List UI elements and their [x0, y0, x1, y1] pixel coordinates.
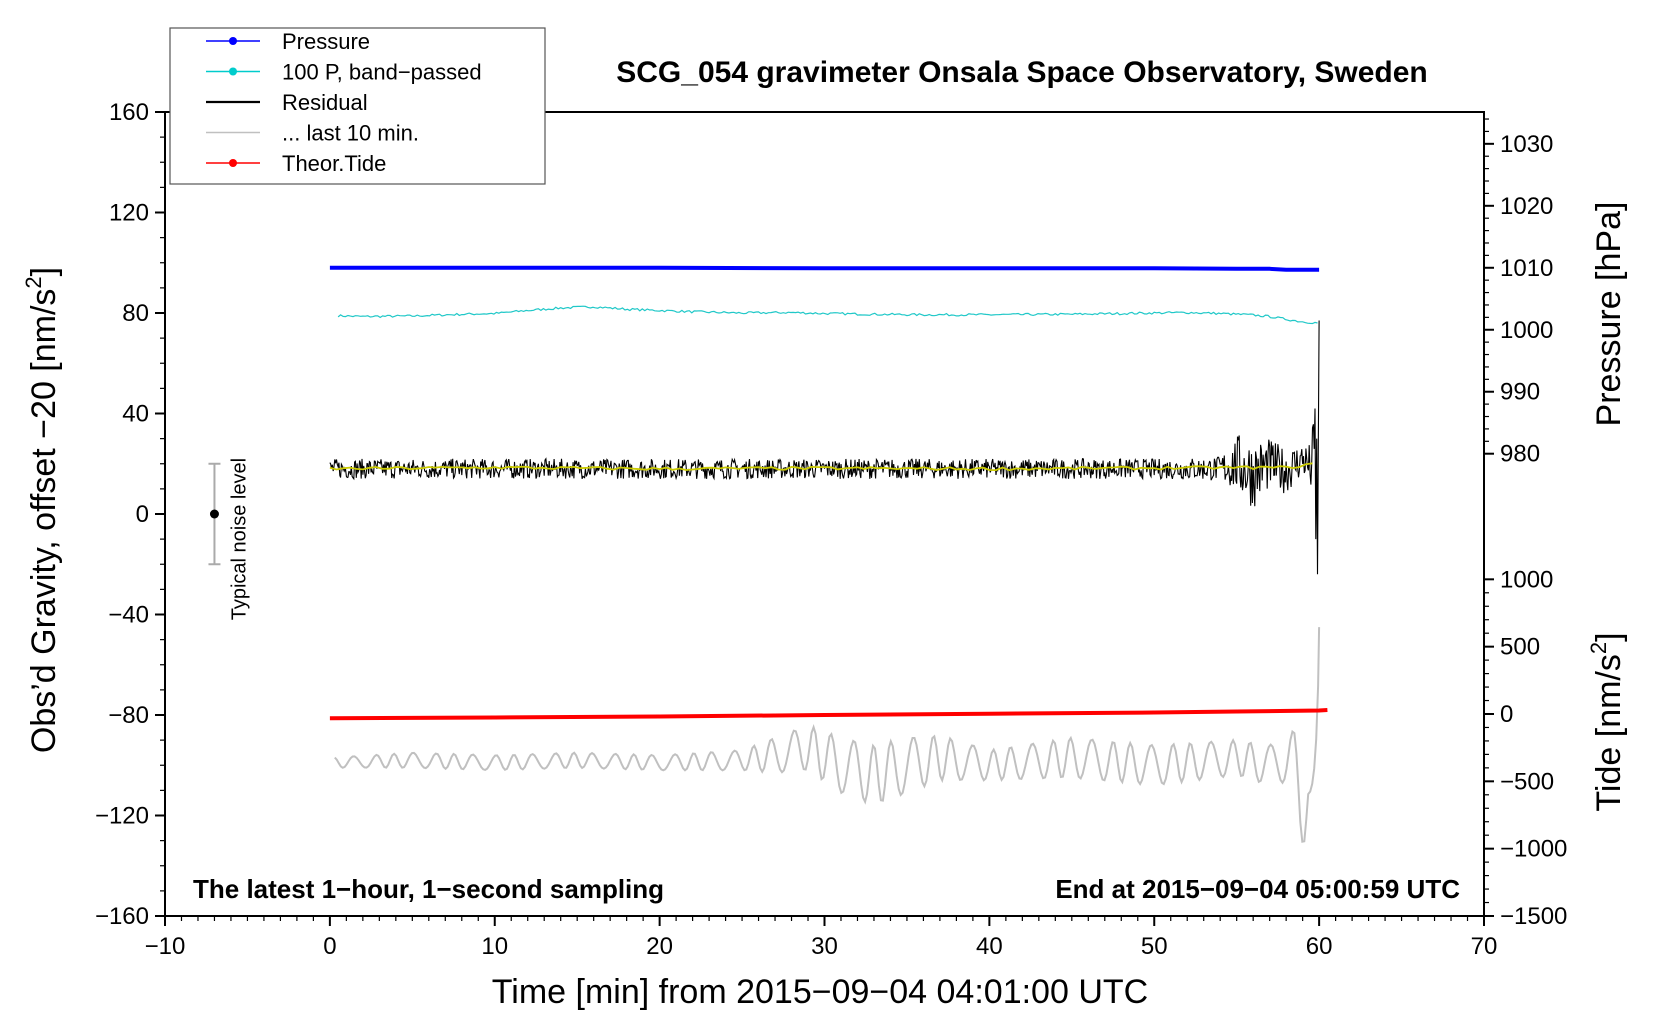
y-tick-label: 80 [122, 300, 149, 327]
tide-tick-label: 1000 [1500, 566, 1553, 593]
noise-indicator: Typical noise level [208, 458, 250, 620]
note-bottom-right: End at 2015−09−04 05:00:59 UTC [1055, 874, 1460, 904]
y-tick-label: 40 [122, 401, 149, 428]
y-tick-label: 160 [109, 99, 149, 126]
legend-label: 100 P, band−passed [282, 60, 482, 85]
tide-axis-title: Tide [nm/s2] [1586, 632, 1628, 811]
pressure-tick-label: 1020 [1500, 193, 1553, 220]
pressure-tick-label: 980 [1500, 441, 1540, 468]
pressure-axis-title: Pressure [hPa] [1590, 202, 1628, 427]
x-axis-title: Time [min] from 2015−09−04 04:01:00 UTC [492, 973, 1148, 1011]
y-axis-tide: 1000 500 0 −500 −1000 −1500 [1484, 566, 1567, 930]
legend-label: Theor.Tide [282, 151, 386, 176]
tide-tick-label: −500 [1500, 768, 1554, 795]
x-tick-label: 40 [976, 933, 1003, 960]
legend-marker [229, 37, 237, 45]
y-tick-label: 120 [109, 200, 149, 227]
tide-tick-label: −1000 [1500, 836, 1567, 863]
x-tick-label: 60 [1306, 933, 1333, 960]
x-tick-label: 50 [1141, 933, 1168, 960]
series-layer [329, 265, 1328, 843]
pressure-tick-label: 1010 [1500, 255, 1553, 282]
tide-tick-label: 0 [1500, 701, 1513, 728]
y-tick-label: 0 [136, 501, 149, 528]
y-axis-pressure: 1030 1020 1010 1000 990 980 [1484, 118, 1553, 468]
legend: Pressure 100 P, band−passed Residual ... la… [169, 27, 546, 185]
pressure-tick-label: 1000 [1500, 317, 1553, 344]
chart-title: SCG_054 gravimeter Onsala Space Observat… [616, 56, 1428, 89]
series-theor-tide-line [329, 708, 1328, 721]
legend-label: Pressure [282, 29, 370, 54]
series-last-10-min-line [334, 627, 1321, 843]
noise-center-dot [209, 509, 219, 519]
x-tick-label: 0 [323, 933, 336, 960]
tide-tick-label: −1500 [1500, 903, 1567, 930]
y-axis-gravity: 160 120 80 40 0 −40 −80 −120 −160 [95, 99, 165, 930]
noise-label: Typical noise level [228, 458, 250, 620]
x-tick-label: 20 [646, 933, 673, 960]
legend-label: Residual [282, 90, 368, 115]
series-band-passed-line [337, 305, 1318, 325]
series-smoothed-residual-line [329, 462, 1313, 472]
legend-box [169, 27, 546, 185]
y-tick-label: −80 [108, 702, 149, 729]
x-tick-label: 70 [1471, 933, 1498, 960]
legend-marker [229, 159, 237, 167]
pressure-tick-label: 990 [1500, 379, 1540, 406]
y-tick-label: −160 [95, 903, 149, 930]
legend-label: ... last 10 min. [282, 121, 419, 146]
pressure-tick-label: 1030 [1500, 131, 1553, 158]
y-tick-label: −120 [95, 803, 149, 830]
x-tick-label: 10 [481, 933, 508, 960]
legend-marker [229, 67, 237, 76]
x-tick-label: −10 [145, 933, 186, 960]
x-axis: −10 0 10 20 30 40 50 60 70 [145, 916, 1498, 960]
x-tick-label: 30 [811, 933, 838, 960]
y-axis-title: Obs’d Gravity, offset −20 [nm/s2] [21, 267, 63, 753]
note-bottom-left: The latest 1−hour, 1−second sampling [193, 874, 664, 904]
tide-tick-label: 500 [1500, 634, 1540, 661]
y-tick-label: −40 [108, 602, 149, 629]
series-pressure-line [329, 265, 1320, 272]
